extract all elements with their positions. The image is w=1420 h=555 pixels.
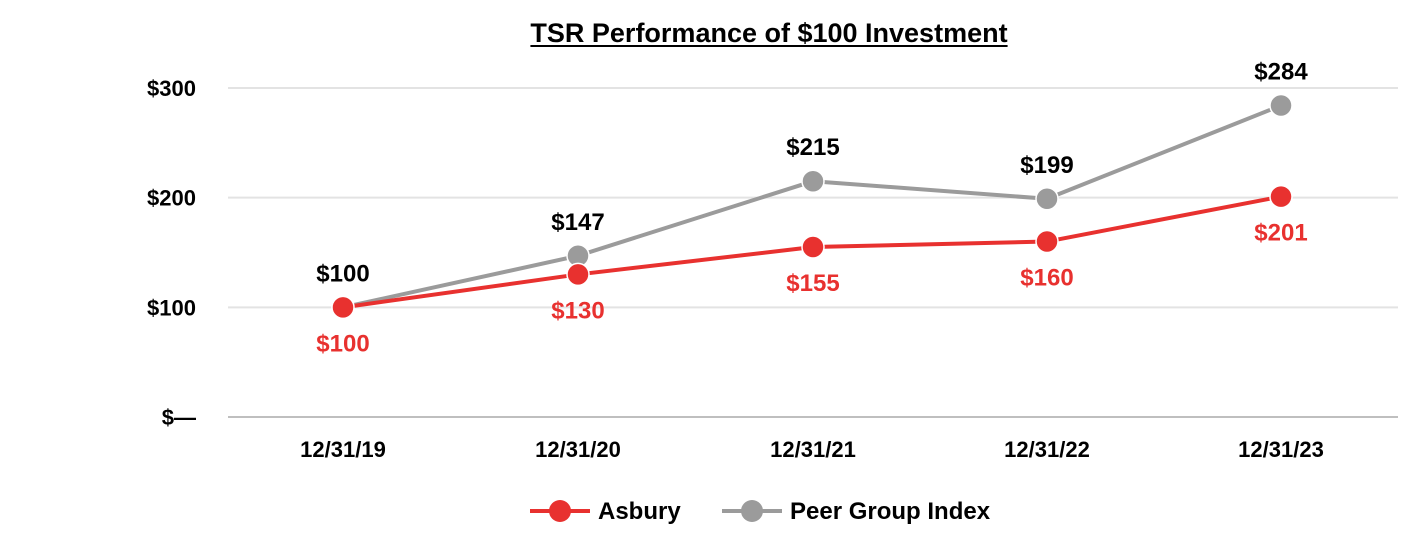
chart-title: TSR Performance of $100 Investment [530, 18, 1007, 48]
point-asbury-0 [331, 295, 355, 320]
point-peer-group-index-4 [1269, 93, 1293, 118]
data-labels: $100 $147 $215 $199 $284 $100 $130 $155 $160 $201 [316, 59, 1308, 358]
y-tick-label-300: $300 [147, 76, 196, 101]
legend-label-asbury: Asbury [598, 498, 681, 525]
series [331, 93, 1293, 320]
data-label-asbury-4: $201 [1254, 220, 1307, 247]
data-label-asbury-0: $100 [316, 330, 369, 357]
legend-marker-peer-group-index [741, 500, 763, 522]
legend: Asbury Peer Group Index [530, 498, 991, 525]
point-asbury-3 [1035, 229, 1059, 254]
point-peer-group-index-3 [1035, 187, 1059, 211]
gridlines [228, 87, 1398, 309]
point-asbury-2 [801, 235, 825, 259]
point-asbury-1 [566, 262, 590, 287]
x-tick-label-4: 12/31/23 [1238, 437, 1324, 462]
data-label-peer-group-index-2: $215 [786, 134, 839, 161]
x-tick-label-2: 12/31/21 [770, 437, 856, 462]
x-tick-label-3: 12/31/22 [1004, 437, 1090, 462]
y-tick-label-200: $200 [147, 186, 196, 211]
legend-item-peer-group-index: Peer Group Index [722, 498, 991, 525]
data-label-peer-group-index-3: $199 [1020, 152, 1073, 179]
legend-marker-asbury [549, 500, 571, 522]
data-label-asbury-3: $160 [1020, 265, 1073, 292]
legend-label-peer-group-index: Peer Group Index [790, 498, 991, 525]
point-peer-group-index-2 [801, 169, 825, 193]
x-tick-label-1: 12/31/20 [535, 437, 621, 462]
point-asbury-4 [1269, 184, 1293, 209]
y-tick-label-0: $— [162, 405, 196, 430]
data-label-peer-group-index-4: $284 [1254, 59, 1308, 86]
y-tick-label-100: $100 [147, 295, 196, 320]
legend-item-asbury: Asbury [530, 498, 681, 525]
data-label-peer-group-index-0: $100 [316, 260, 369, 287]
data-label-asbury-2: $155 [786, 270, 839, 297]
axes: $— $100 $200 $300 12/31/19 12/31/20 12/31/21 12… [147, 76, 1398, 462]
x-tick-label-0: 12/31/19 [300, 437, 386, 462]
series-asbury [331, 184, 1293, 320]
data-label-peer-group-index-1: $147 [551, 209, 604, 236]
data-label-asbury-1: $130 [551, 297, 604, 324]
